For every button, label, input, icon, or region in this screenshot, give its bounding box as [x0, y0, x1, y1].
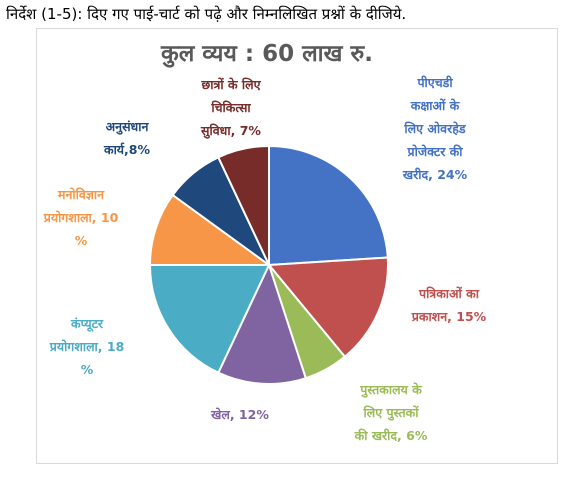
slice-label-line: प्रकाशन, 15% — [411, 309, 487, 324]
slice-label-line: की खरीद, 6% — [354, 428, 428, 443]
slice-label-5: कंप्यूटर प्रयोगशाला, 18% — [49, 316, 125, 377]
slice-label-line: % — [81, 362, 94, 377]
pie-slice-1 — [268, 144, 389, 267]
slice-label-line: खरीद, 24% — [402, 167, 468, 182]
pie-chart: कुल व्यय : 60 लाख रु. पीएचडी कक्षाओं के लि… — [36, 28, 558, 464]
slice-label-line: पत्रिकाओं का — [418, 286, 480, 301]
slice-label-7: अनुसंधान कार्य,8% — [103, 119, 151, 157]
slice-label-line: चिकित्सा — [210, 100, 251, 115]
slice-label-line: पुस्तकालय के — [359, 382, 423, 398]
pie-slices — [148, 144, 389, 385]
pie-slice-2 — [266, 256, 389, 359]
slice-label-line: पीएचडी — [416, 75, 453, 90]
slice-label-line: अनुसंधान — [106, 119, 150, 135]
slice-label-line: सुविधा, 7% — [200, 123, 261, 139]
slice-label-3: पुस्तकालय के लिए पुस्तकों की खरीद, 6% — [354, 382, 428, 443]
slice-label-8: छात्रों के लिए चिकित्सा सुविधा, 7% — [200, 77, 262, 139]
slice-label-line: कंप्यूटर — [70, 316, 104, 332]
slice-label-line: मनोविज्ञान — [57, 187, 105, 202]
slice-label-line: लिए पुस्तकों — [363, 405, 420, 421]
slice-label-line: कार्य,8% — [103, 142, 151, 157]
slice-label-4: खेल, 12% — [210, 407, 269, 422]
slice-label-2: पत्रिकाओं का प्रकाशन, 15% — [411, 286, 487, 324]
slice-labels: पीएचडी कक्षाओं के लिए ओवरहेड प्रोजेक्टर की ख… — [43, 75, 487, 443]
pie-slice-6 — [148, 193, 273, 266]
slice-label-line: लिए ओवरहेड — [403, 121, 466, 136]
slice-label-1: पीएचडी कक्षाओं के लिए ओवरहेड प्रोजेक्टर की ख… — [402, 75, 468, 182]
slice-label-line: प्रयोगशाला, 10 — [43, 210, 119, 225]
slice-label-line: खेल, 12% — [210, 407, 269, 422]
slice-label-line: प्रोजेक्टर की — [406, 144, 463, 159]
instruction-text: निर्देश (1-5): दिए गए पाई-चार्ट को पढ़े … — [6, 5, 407, 23]
slice-label-line: प्रयोगशाला, 18 — [49, 339, 125, 354]
pie-slice-5 — [148, 264, 271, 375]
pie-slice-4 — [216, 262, 308, 385]
pie-chart-svg: कुल व्यय : 60 लाख रु. पीएचडी कक्षाओं के लि… — [43, 41, 487, 443]
slice-label-line: कक्षाओं के — [410, 98, 461, 113]
chart-title: कुल व्यय : 60 लाख रु. — [160, 41, 373, 68]
pie-slice-8 — [216, 144, 270, 266]
slice-label-line: छात्रों के लिए — [200, 77, 261, 92]
slice-label-6: मनोविज्ञान प्रयोगशाला, 10% — [43, 187, 119, 248]
slice-label-line: % — [75, 233, 88, 248]
